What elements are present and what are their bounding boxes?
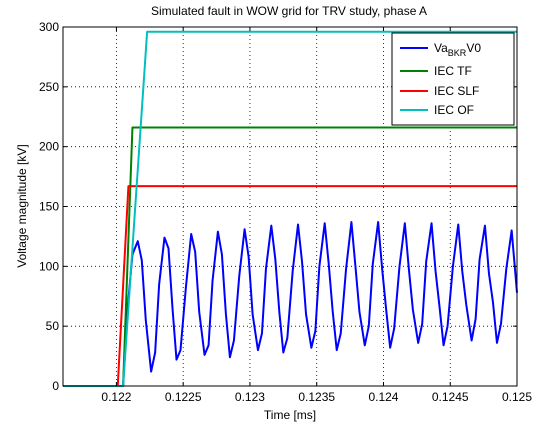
y-tick-label: 250	[39, 80, 59, 94]
x-tick-label: 0.124	[368, 390, 398, 404]
y-tick-label: 50	[46, 319, 60, 333]
chart-title: Simulated fault in WOW grid for TRV stud…	[151, 4, 427, 18]
x-tick-label: 0.1225	[165, 390, 202, 404]
y-axis-label: Voltage magnitude [kV]	[15, 144, 29, 267]
y-tick-label: 300	[39, 20, 59, 34]
y-tick-label: 150	[39, 200, 59, 214]
x-tick-label: 0.1235	[298, 390, 335, 404]
y-tick-label: 0	[52, 379, 59, 393]
x-axis-label: Time [ms]	[264, 408, 316, 422]
legend-label: VaBKRV0	[434, 41, 481, 58]
legend-label: IEC SLF	[434, 84, 479, 98]
legend-label: IEC OF	[434, 103, 474, 117]
legend-label: IEC TF	[434, 64, 472, 78]
y-tick-label: 100	[39, 259, 59, 273]
legend: VaBKRV0 IEC TF IEC SLF IEC OF	[391, 32, 515, 126]
x-tick-label: 0.123	[235, 390, 265, 404]
series-line-va-bkr-v0	[63, 221, 518, 387]
x-tick-label: 0.125	[502, 390, 532, 404]
x-tick-label: 0.122	[101, 390, 131, 404]
axis-ticks: 0.122 0.1225 0.123 0.1235 0.124 0.1245 0.125 0 5…	[39, 20, 532, 404]
x-tick-label: 0.1245	[432, 390, 469, 404]
y-tick-label: 200	[39, 140, 59, 154]
